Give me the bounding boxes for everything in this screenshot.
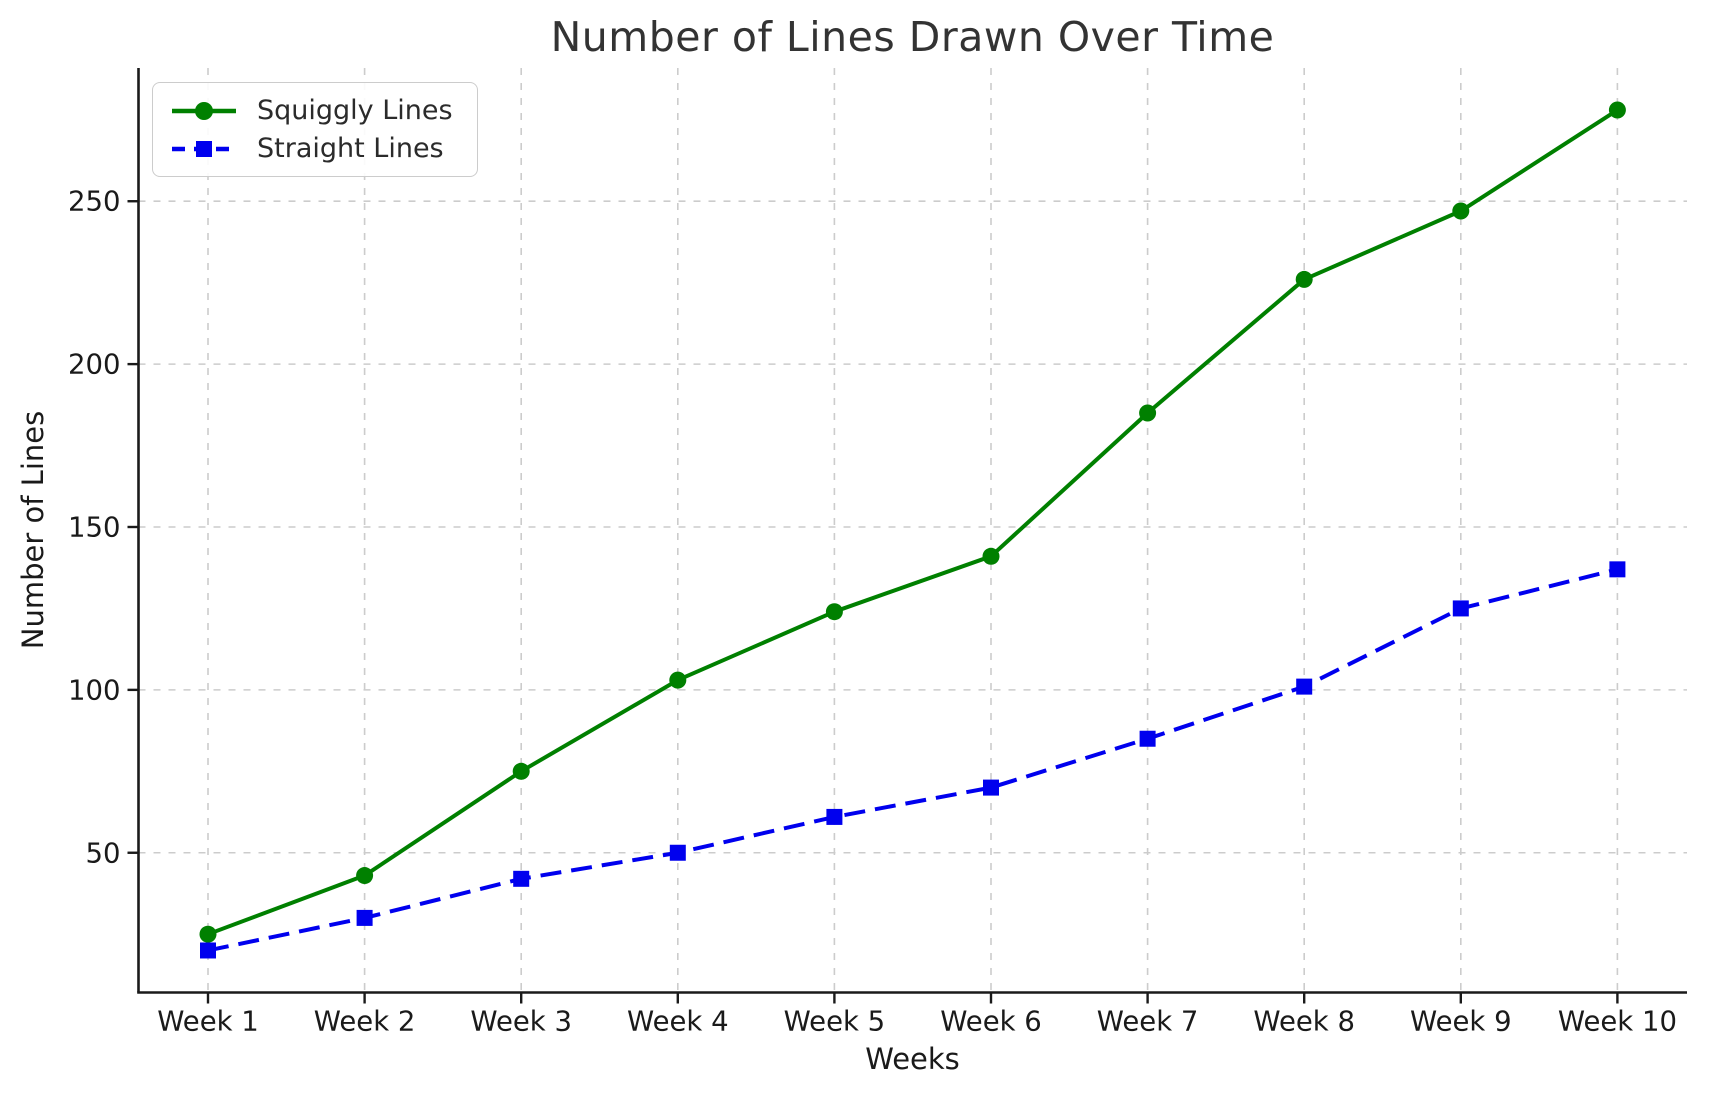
x-tick-label: Week 4 bbox=[627, 1006, 729, 1038]
legend-sample-marker bbox=[195, 101, 213, 120]
data-point-marker bbox=[513, 870, 530, 887]
legend-sample-marker bbox=[196, 140, 212, 157]
x-tick-label: Week 3 bbox=[470, 1006, 572, 1038]
legend-item-straight: Straight Lines bbox=[169, 133, 453, 164]
y-axis-label: Number of Lines bbox=[16, 410, 50, 650]
y-tick-label: 200 bbox=[68, 349, 121, 381]
data-point-marker bbox=[1609, 561, 1626, 578]
data-point-marker bbox=[826, 808, 843, 825]
legend: Squiggly Lines Straight Lines bbox=[152, 82, 478, 177]
x-axis-label: Weeks bbox=[865, 1042, 960, 1076]
y-tick-label: 250 bbox=[68, 186, 121, 218]
x-tick-label: Week 7 bbox=[1097, 1006, 1199, 1038]
x-tick-label: Week 5 bbox=[784, 1006, 886, 1038]
legend-item-squiggly: Squiggly Lines bbox=[169, 95, 453, 126]
legend-label: Squiggly Lines bbox=[257, 95, 453, 126]
data-point-marker bbox=[1296, 678, 1313, 695]
series-line-straight bbox=[207, 567, 1618, 953]
squiggly-line-sample-icon bbox=[172, 101, 236, 120]
x-tick-label: Week 2 bbox=[314, 1006, 416, 1038]
data-point-marker bbox=[1139, 404, 1157, 422]
data-point-marker bbox=[669, 671, 687, 689]
x-tick-label: Week 9 bbox=[1410, 1006, 1512, 1038]
data-point-marker bbox=[1452, 600, 1469, 617]
data-point-marker bbox=[669, 844, 686, 861]
x-tick-label: Week 10 bbox=[1558, 1006, 1677, 1038]
data-point-marker bbox=[1452, 202, 1470, 220]
x-tick-label: Week 1 bbox=[157, 1006, 259, 1038]
legend-label: Straight Lines bbox=[257, 133, 444, 164]
x-tick-label: Week 8 bbox=[1253, 1006, 1355, 1038]
data-point-marker bbox=[512, 762, 530, 780]
y-tick-label: 100 bbox=[68, 674, 121, 706]
y-tick-label: 150 bbox=[68, 511, 121, 543]
x-tick-label: Week 6 bbox=[940, 1006, 1042, 1038]
y-tick-label: 50 bbox=[86, 837, 121, 869]
data-point-marker bbox=[356, 909, 373, 926]
series-line-squiggly bbox=[207, 108, 1619, 937]
data-point-marker bbox=[983, 779, 999, 796]
data-point-marker bbox=[1608, 101, 1626, 119]
data-point-marker bbox=[1139, 730, 1156, 747]
straight-line-sample-icon bbox=[172, 140, 236, 157]
data-point-marker bbox=[200, 942, 216, 959]
data-point-marker bbox=[825, 603, 843, 621]
data-point-marker bbox=[1295, 270, 1313, 288]
data-point-marker bbox=[199, 925, 217, 943]
data-point-marker bbox=[356, 867, 374, 885]
chart-title: Number of Lines Drawn Over Time bbox=[550, 13, 1275, 61]
data-point-marker bbox=[982, 547, 1000, 565]
